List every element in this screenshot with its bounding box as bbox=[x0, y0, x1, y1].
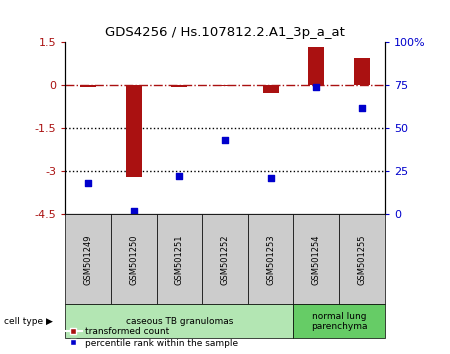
Point bbox=[221, 137, 229, 143]
Bar bbox=[217, 85, 233, 86]
Point bbox=[313, 84, 320, 90]
Text: GSM501251: GSM501251 bbox=[175, 234, 184, 285]
Legend: transformed count, percentile rank within the sample: transformed count, percentile rank withi… bbox=[61, 323, 242, 351]
Bar bbox=[80, 85, 96, 87]
Point bbox=[130, 208, 137, 213]
Bar bbox=[263, 85, 279, 92]
Text: caseous TB granulomas: caseous TB granulomas bbox=[126, 317, 233, 326]
Text: GSM501252: GSM501252 bbox=[220, 234, 230, 285]
Text: GSM501255: GSM501255 bbox=[357, 234, 366, 285]
Title: GDS4256 / Hs.107812.2.A1_3p_a_at: GDS4256 / Hs.107812.2.A1_3p_a_at bbox=[105, 25, 345, 39]
Point bbox=[176, 173, 183, 179]
Text: cell type ▶: cell type ▶ bbox=[4, 317, 54, 326]
Bar bbox=[308, 47, 324, 85]
Point bbox=[85, 181, 92, 186]
Bar bbox=[126, 85, 142, 177]
Text: GSM501254: GSM501254 bbox=[312, 234, 321, 285]
Text: GSM501249: GSM501249 bbox=[84, 234, 93, 285]
Text: GSM501253: GSM501253 bbox=[266, 234, 275, 285]
Bar bbox=[171, 85, 187, 86]
Text: GSM501250: GSM501250 bbox=[129, 234, 138, 285]
Bar bbox=[354, 58, 370, 85]
Point bbox=[358, 105, 365, 110]
Text: normal lung
parenchyma: normal lung parenchyma bbox=[311, 312, 367, 331]
Point bbox=[267, 175, 274, 181]
